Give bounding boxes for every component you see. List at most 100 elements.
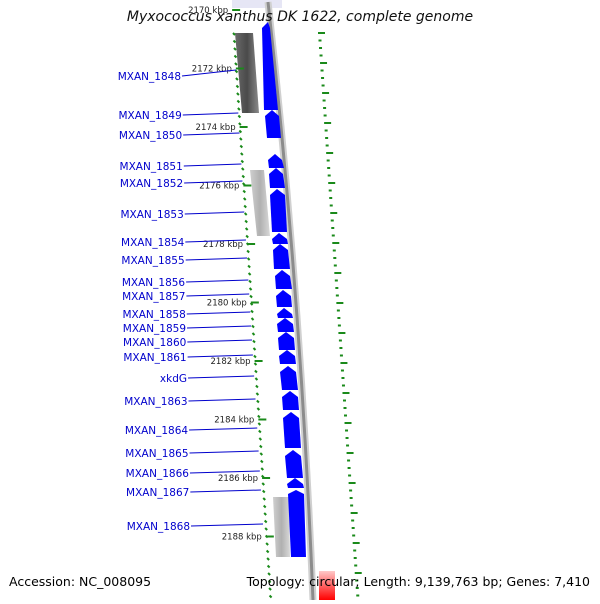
ruler-dot — [260, 467, 264, 471]
gc-skew-block — [273, 497, 290, 557]
gene-leader-line — [184, 211, 245, 215]
ruler-dot — [265, 549, 270, 554]
gene-label[interactable]: MXAN_1863 — [124, 396, 187, 408]
gene-arrow — [262, 22, 278, 110]
gene-leader-line — [187, 354, 253, 358]
left-ruler — [232, 32, 273, 599]
gene-arrow — [277, 308, 293, 318]
gc-skew-block — [250, 170, 270, 236]
gene-label[interactable]: MXAN_1859 — [123, 323, 186, 335]
ruler-dot — [236, 99, 241, 104]
ruler-dot — [256, 407, 261, 411]
accession-label: Accession: NC_008095 — [9, 574, 152, 589]
gene-leader-line — [188, 398, 256, 402]
gc-skew-block — [235, 33, 259, 113]
ruler-dot — [251, 324, 255, 329]
ruler-dot — [236, 92, 240, 96]
ruler-dot — [263, 512, 267, 516]
gene-label[interactable]: MXAN_1858 — [122, 309, 185, 321]
gene-label[interactable]: MXAN_1865 — [125, 448, 188, 460]
gene-leader-line — [183, 132, 240, 136]
ruler-dot — [252, 347, 257, 351]
gene-label[interactable]: MXAN_1850 — [119, 130, 182, 142]
ruler-dot — [242, 189, 246, 194]
track-top-fade — [232, 0, 282, 8]
ruler-dot — [266, 557, 270, 561]
ruler-dot — [240, 152, 244, 156]
gene-label[interactable]: MXAN_1849 — [119, 110, 182, 122]
gc-content-ring — [318, 32, 362, 597]
ruler-dot — [244, 227, 249, 231]
gene-label[interactable]: MXAN_1848 — [118, 71, 181, 83]
gene-label[interactable]: MXAN_1855 — [121, 255, 184, 267]
ruler-dot — [260, 459, 264, 464]
kbp-label: 2174 kbp — [196, 123, 236, 133]
gene-arrow — [275, 270, 292, 289]
gene-label[interactable]: MXAN_1868 — [127, 521, 190, 533]
ruler-dot — [237, 107, 241, 111]
ruler-dot — [263, 504, 267, 509]
gene-label[interactable]: MXAN_1851 — [120, 161, 183, 173]
gene-label[interactable]: MXAN_1864 — [125, 425, 189, 437]
gene-leader-line — [189, 470, 260, 474]
ruler-dot — [253, 354, 257, 359]
ruler-dot — [247, 264, 251, 269]
ruler-dot — [243, 197, 247, 201]
gene-label[interactable]: MXAN_1853 — [120, 209, 183, 221]
gene-arrow — [283, 412, 301, 448]
kbp-label: 2182 kbp — [211, 357, 251, 367]
gene-leader-line — [184, 180, 243, 184]
gene-arrow — [279, 350, 296, 364]
ruler-dot — [252, 339, 256, 344]
kbp-label: 2170 kbp — [188, 6, 228, 16]
ruler-dot — [266, 564, 271, 569]
ruler-dot — [257, 414, 261, 419]
gene-arrow — [269, 168, 285, 188]
ruler-dot — [244, 219, 248, 224]
ruler-dot — [254, 377, 259, 381]
gene-label[interactable]: MXAN_1852 — [120, 178, 183, 190]
gene-label[interactable]: MXAN_1861 — [123, 352, 186, 364]
gene-arrow — [285, 450, 303, 478]
gene-label[interactable]: MXAN_1860 — [123, 337, 186, 349]
gene-label[interactable]: MXAN_1867 — [126, 487, 189, 499]
gene-leader-line — [188, 375, 255, 379]
kbp-label: 2178 kbp — [203, 240, 243, 250]
kbp-label: 2172 kbp — [192, 65, 232, 75]
ruler-dot — [233, 47, 237, 51]
gene-label[interactable]: MXAN_1854 — [121, 237, 185, 249]
gene-label[interactable]: MXAN_1866 — [126, 468, 190, 480]
ruler-dot — [248, 287, 253, 291]
gene-arrow — [288, 490, 306, 557]
gene-labels: MXAN_1848 MXAN_1849 MXAN_1850 MXAN_1851 MXAN… — [118, 69, 264, 533]
ruler-dot — [250, 317, 255, 321]
gene-leader-line — [183, 163, 242, 167]
ruler-dot — [253, 362, 258, 366]
ruler-dot — [250, 309, 254, 314]
gene-leader-line — [185, 257, 248, 261]
ruler-dot — [263, 519, 268, 524]
ruler-dot — [243, 204, 247, 209]
gene-arrow — [265, 110, 281, 138]
ruler-dot — [259, 444, 263, 449]
ruler-dot — [268, 594, 273, 599]
ruler-dot — [261, 482, 265, 486]
origin-highlight — [319, 571, 335, 600]
gene-leader-line — [186, 311, 251, 315]
gene-leader-line — [185, 239, 246, 243]
kbp-label: 2184 kbp — [214, 416, 254, 426]
gene-label[interactable]: MXAN_1856 — [122, 277, 186, 289]
ruler-dot — [268, 587, 272, 591]
gene-arrow — [287, 478, 304, 488]
ruler-dot — [232, 39, 237, 44]
ruler-dot — [238, 129, 243, 134]
ruler-dot — [239, 137, 243, 141]
gene-leader-line — [187, 339, 252, 343]
ruler-dot — [241, 174, 245, 179]
gene-label[interactable]: MXAN_1857 — [122, 291, 185, 303]
gene-label[interactable]: xkdG — [160, 373, 187, 385]
kbp-labels: 2170 kbp 2172 kbp 2174 kbp 2176 kbp 2178 kbp… — [188, 6, 274, 543]
ruler-dot — [240, 159, 244, 164]
